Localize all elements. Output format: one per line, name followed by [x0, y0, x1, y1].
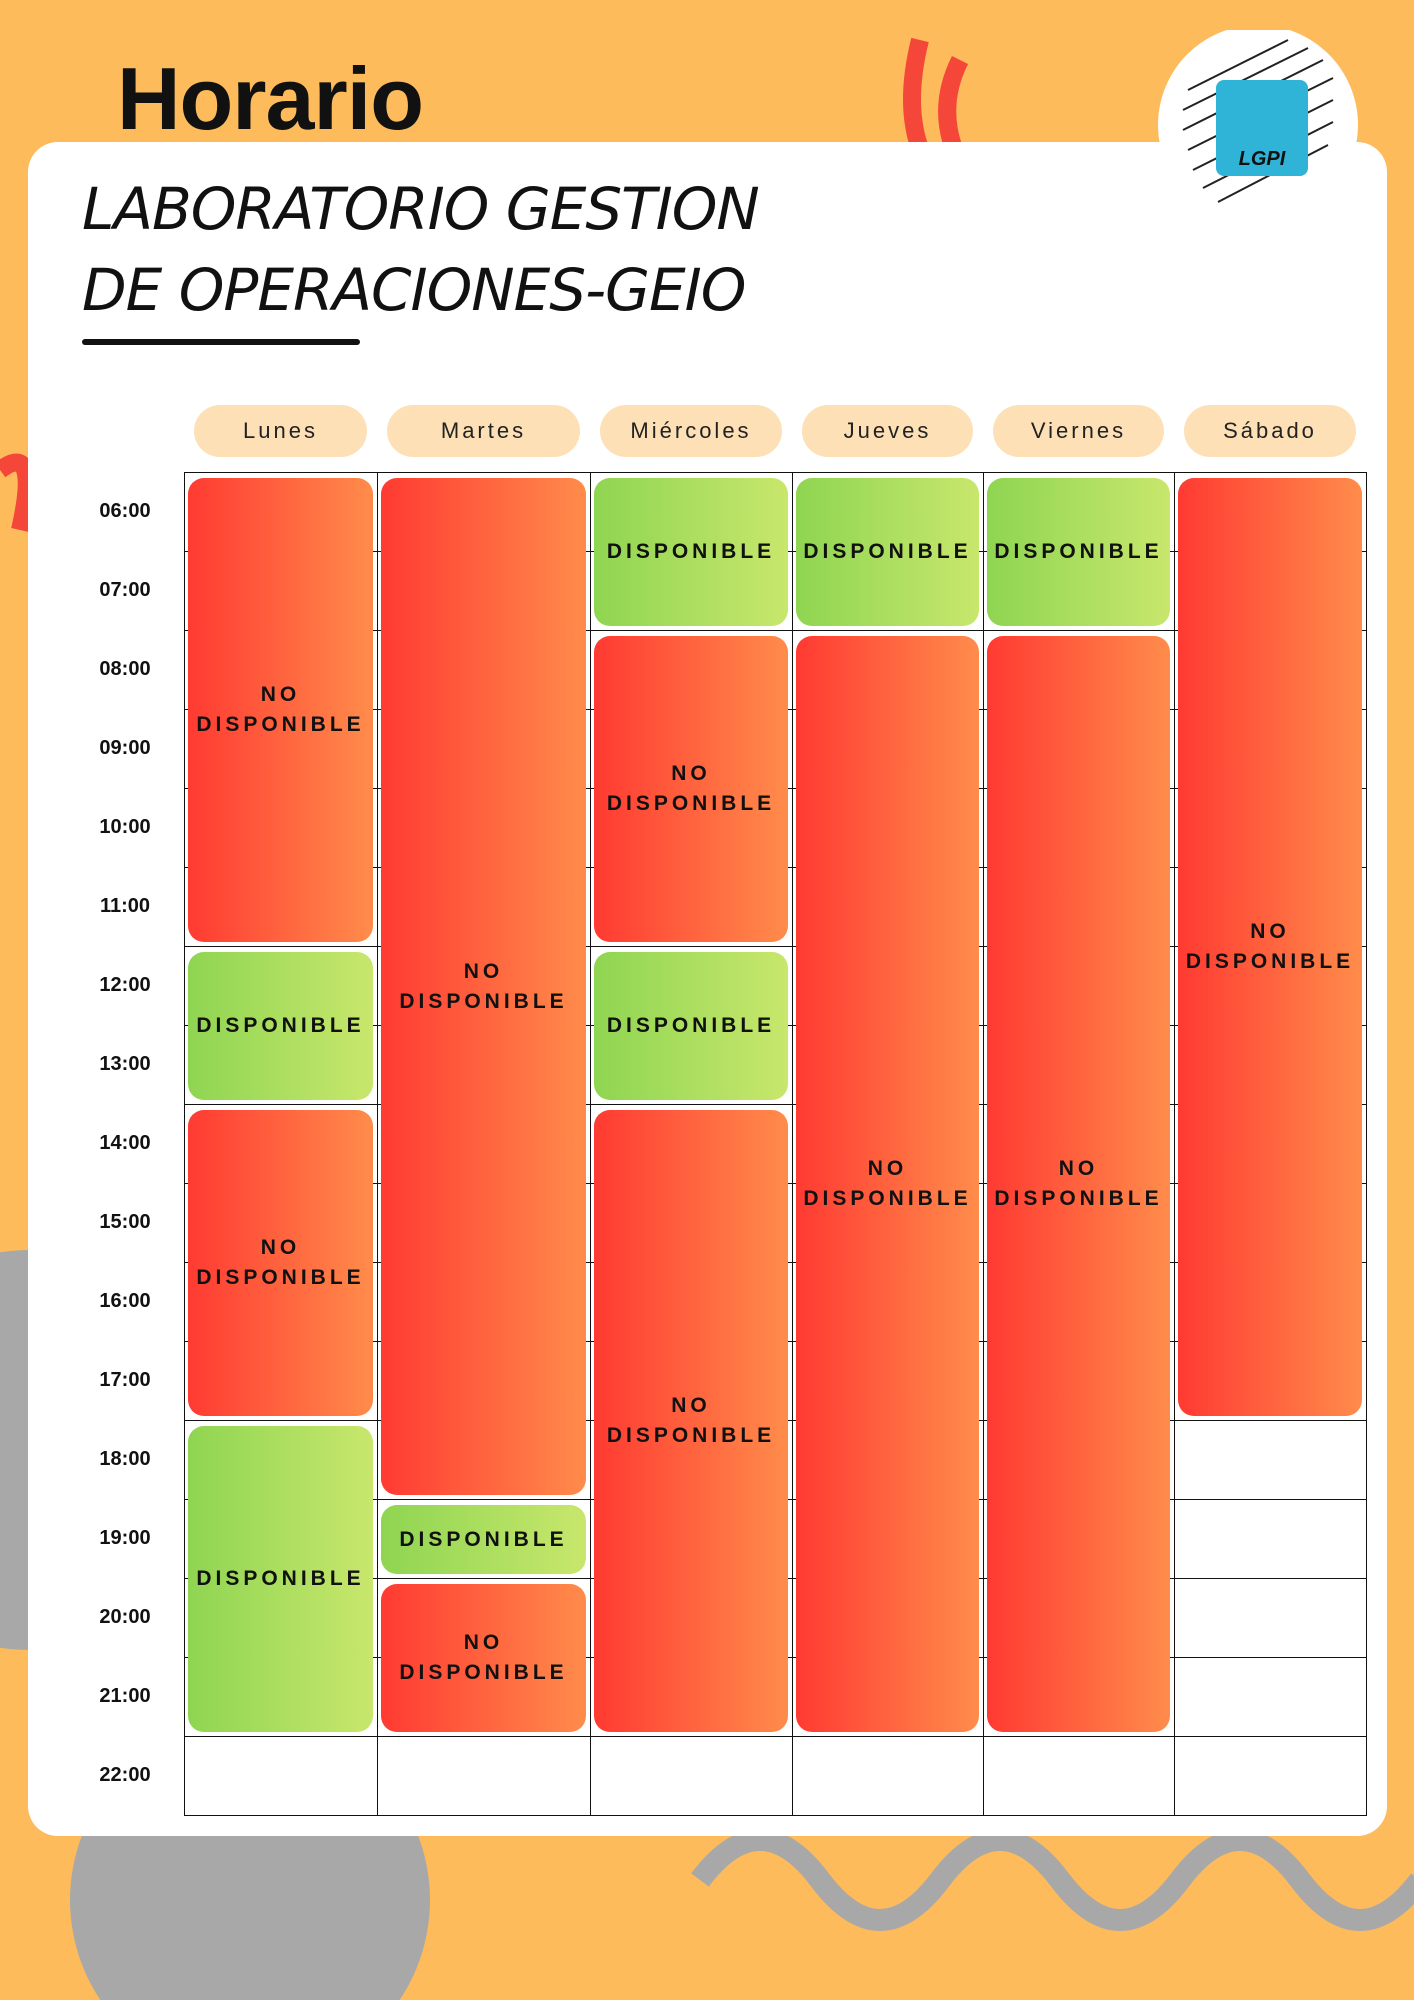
time-label: 14:00	[99, 1131, 151, 1154]
schedule-block: DISPONIBLE	[188, 952, 373, 1100]
schedule-block: DISPONIBLE	[987, 478, 1170, 626]
grid-cell	[1174, 1499, 1367, 1579]
schedule-block: NO DISPONIBLE	[381, 478, 586, 1495]
schedule-block: DISPONIBLE	[594, 478, 788, 626]
time-label: 17:00	[99, 1368, 151, 1391]
day-label: Sábado	[1184, 405, 1356, 457]
time-label: 08:00	[99, 657, 151, 680]
logo-box	[1216, 80, 1308, 176]
time-label: 21:00	[99, 1684, 151, 1707]
schedule-block: NO DISPONIBLE	[594, 636, 788, 942]
time-label: 12:00	[99, 973, 151, 996]
schedule-block: NO DISPONIBLE	[188, 478, 373, 942]
time-label: 13:00	[99, 1052, 151, 1075]
grid-cell	[184, 1736, 378, 1816]
underline	[82, 339, 360, 345]
grid-cell	[590, 1736, 793, 1816]
schedule-block: NO DISPONIBLE	[381, 1584, 586, 1732]
grid-cell	[1174, 1578, 1367, 1658]
decor-squiggle	[691, 1829, 1414, 1931]
time-label: 16:00	[99, 1289, 151, 1312]
schedule-block: DISPONIBLE	[594, 952, 788, 1100]
time-label: 10:00	[99, 815, 151, 838]
day-label: Viernes	[993, 405, 1164, 457]
schedule-block: DISPONIBLE	[796, 478, 979, 626]
time-label: 15:00	[99, 1210, 151, 1233]
time-label: 11:00	[99, 894, 151, 917]
schedule-block: NO DISPONIBLE	[188, 1110, 373, 1416]
schedule-block: NO DISPONIBLE	[796, 636, 979, 1732]
schedule-block: NO DISPONIBLE	[987, 636, 1170, 1732]
schedule-block: DISPONIBLE	[188, 1426, 373, 1732]
logo: LGPI	[1158, 30, 1358, 225]
title: Horario	[117, 49, 424, 148]
time-label: 19:00	[99, 1526, 151, 1549]
schedule-block: NO DISPONIBLE	[594, 1110, 788, 1732]
day-label: Miércoles	[600, 405, 782, 457]
time-label: 22:00	[99, 1763, 151, 1786]
time-label: 07:00	[99, 578, 151, 601]
grid-cell	[1174, 1420, 1367, 1500]
grid-cell	[1174, 1657, 1367, 1737]
grid-cell	[792, 1736, 984, 1816]
grid-cell	[1174, 1736, 1367, 1816]
schedule-block: NO DISPONIBLE	[1178, 478, 1362, 1416]
time-label: 18:00	[99, 1447, 151, 1470]
time-label: 09:00	[99, 736, 151, 759]
decor-squiggle	[0, 453, 36, 532]
day-label: Lunes	[194, 405, 367, 457]
logo-text: LGPI	[1239, 148, 1286, 170]
day-label: Martes	[387, 405, 580, 457]
grid-cell	[983, 1736, 1175, 1816]
subtitle: DE OPERACIONES-GEIO	[82, 256, 746, 324]
schedule-block: DISPONIBLE	[381, 1505, 586, 1574]
day-label: Jueves	[802, 405, 973, 457]
grid-cell	[377, 1736, 591, 1816]
subtitle: LABORATORIO GESTION	[82, 175, 760, 243]
time-label: 06:00	[99, 499, 151, 522]
time-label: 20:00	[99, 1605, 151, 1628]
